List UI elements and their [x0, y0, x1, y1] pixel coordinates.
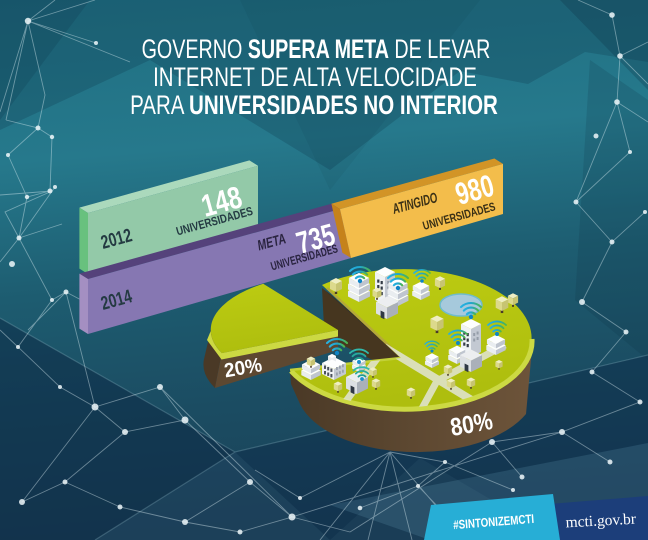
svg-text:PARA UNIVERSIDADES NO INTERIOR: PARA UNIVERSIDADES NO INTERIOR [130, 90, 498, 120]
svg-text:META: META [256, 231, 288, 254]
svg-text:INTERNET DE ALTA VELOCIDADE: INTERNET DE ALTA VELOCIDADE [153, 62, 477, 92]
svg-text:GOVERNO SUPERA META DE LEVAR: GOVERNO SUPERA META DE LEVAR [142, 35, 491, 65]
svg-text:#SINTONIZEMCTI: #SINTONIZEMCTI [453, 513, 535, 533]
svg-text:mcti.gov.br: mcti.gov.br [565, 511, 637, 532]
